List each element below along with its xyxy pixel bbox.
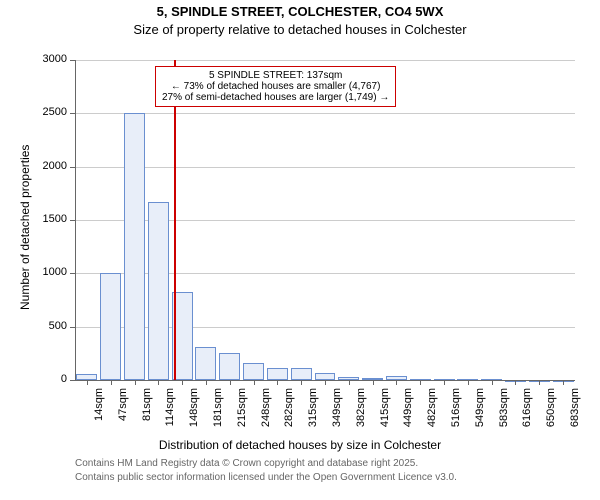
x-tick-label: 349sqm: [331, 388, 343, 438]
y-tick-label: 1000: [27, 266, 67, 278]
y-tick-label: 2000: [27, 160, 67, 172]
y-tick-label: 0: [27, 373, 67, 385]
x-tick-label: 282sqm: [283, 388, 295, 438]
histogram-bar: [291, 368, 312, 380]
histogram-bar: [195, 347, 216, 380]
chart-title: 5, SPINDLE STREET, COLCHESTER, CO4 5WX: [0, 4, 600, 19]
x-tick-label: 114sqm: [164, 388, 176, 438]
annotation-line-2: 27% of semi-detached houses are larger (…: [162, 92, 389, 103]
y-tick-label: 3000: [27, 53, 67, 65]
x-tick-label: 315sqm: [307, 388, 319, 438]
histogram-bar: [219, 353, 240, 380]
x-tick-label: 449sqm: [402, 388, 414, 438]
histogram-bar: [124, 113, 145, 380]
histogram-bar: [100, 273, 121, 380]
histogram-bar: [315, 373, 336, 380]
x-tick-label: 248sqm: [260, 388, 272, 438]
x-tick-label: 415sqm: [379, 388, 391, 438]
x-tick-label: 14sqm: [93, 388, 105, 438]
x-tick-label: 181sqm: [212, 388, 224, 438]
x-tick-label: 215sqm: [236, 388, 248, 438]
x-axis: [75, 380, 575, 381]
y-axis: [75, 60, 76, 380]
footer-line-1: Contains HM Land Registry data © Crown c…: [75, 458, 418, 469]
x-tick-label: 81sqm: [141, 388, 153, 438]
annotation-box: 5 SPINDLE STREET: 137sqm ← 73% of detach…: [155, 66, 396, 107]
x-tick-label: 683sqm: [569, 388, 581, 438]
y-axis-label: Number of detached properties: [18, 145, 32, 310]
annotation-line-1: ← 73% of detached houses are smaller (4,…: [162, 81, 389, 92]
reference-line: [174, 60, 176, 380]
x-tick-label: 549sqm: [474, 388, 486, 438]
histogram-bar: [243, 363, 264, 380]
y-tick-label: 2500: [27, 106, 67, 118]
x-tick-label: 583sqm: [498, 388, 510, 438]
x-tick-label: 616sqm: [521, 388, 533, 438]
x-tick-label: 516sqm: [450, 388, 462, 438]
chart-subtitle: Size of property relative to detached ho…: [0, 22, 600, 37]
annotation-label: 5 SPINDLE STREET: 137sqm: [162, 70, 389, 81]
histogram-bar: [148, 202, 169, 380]
x-tick-label: 482sqm: [426, 388, 438, 438]
footer-line-2: Contains public sector information licen…: [75, 472, 457, 483]
x-tick-label: 650sqm: [545, 388, 557, 438]
property-histogram-chart: 5, SPINDLE STREET, COLCHESTER, CO4 5WX S…: [0, 0, 600, 500]
y-tick-label: 500: [27, 320, 67, 332]
x-axis-label: Distribution of detached houses by size …: [0, 438, 600, 452]
grid-line: [75, 167, 575, 168]
y-tick-label: 1500: [27, 213, 67, 225]
grid-line: [75, 113, 575, 114]
x-tick-label: 47sqm: [117, 388, 129, 438]
histogram-bar: [267, 368, 288, 380]
x-tick-label: 382sqm: [355, 388, 367, 438]
grid-line: [75, 60, 575, 61]
x-tick-label: 148sqm: [188, 388, 200, 438]
